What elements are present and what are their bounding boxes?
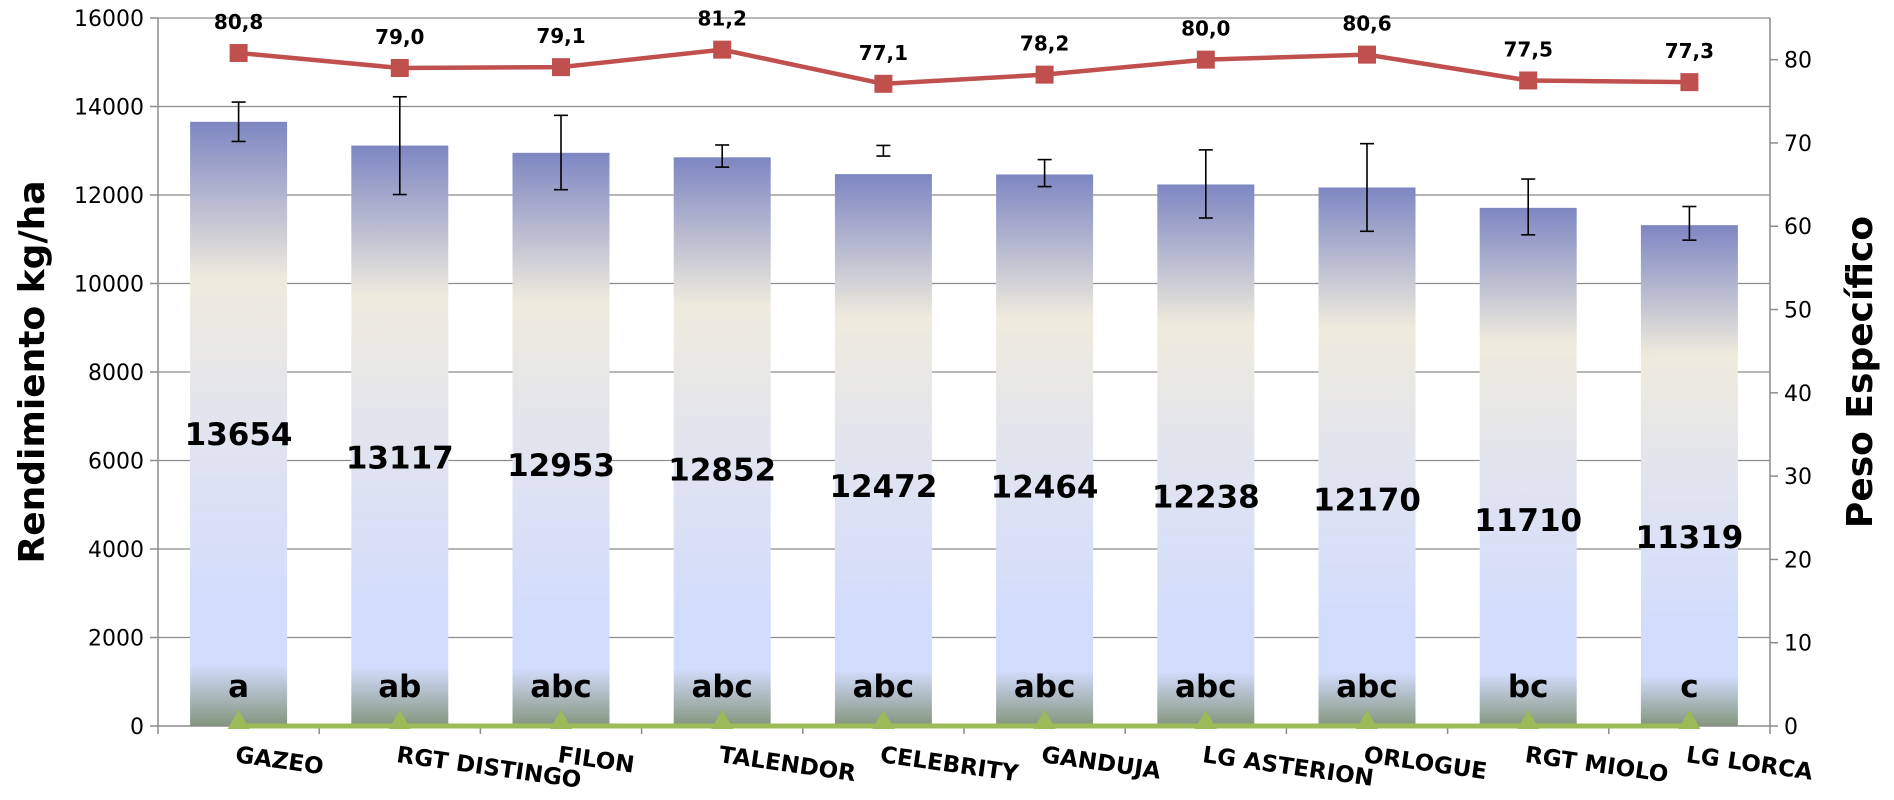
peso-especifico-marker [1196, 50, 1215, 69]
peso-especifico-marker [390, 58, 409, 77]
y-tick-label: 16000 [74, 7, 144, 32]
peso-especifico-marker [1035, 65, 1054, 84]
x-category-label: GANDUJA [1040, 742, 1163, 784]
x-category-label: TALENDOR [717, 742, 857, 787]
bar [834, 174, 932, 726]
y2-tick-label: 30 [1784, 465, 1812, 490]
bar-value-label: 12238 [1152, 479, 1260, 515]
peso-especifico-label: 81,2 [698, 7, 747, 31]
baseline-marker [550, 710, 572, 729]
peso-especifico-label: 77,1 [859, 41, 908, 65]
peso-especifico-marker [1519, 71, 1538, 90]
peso-especifico-marker [229, 43, 248, 62]
x-category-label: GAZEO [234, 742, 325, 780]
y2-tick-label: 40 [1784, 382, 1812, 407]
group-letter-label: a [228, 669, 249, 705]
y2-tick-label: 60 [1784, 215, 1812, 240]
peso-especifico-label: 80,0 [1181, 17, 1230, 41]
y2-tick-label: 50 [1784, 299, 1812, 324]
bar-value-label: 13117 [346, 441, 454, 477]
baseline-marker [1194, 710, 1217, 729]
bar-value-label: 12472 [829, 469, 937, 505]
y2-tick-label: 20 [1784, 548, 1812, 573]
group-letter-label: ab [378, 669, 421, 705]
y-tick-label: 8000 [88, 361, 144, 386]
y-tick-label: 0 [130, 715, 144, 740]
bar [351, 145, 449, 726]
baseline-marker [227, 710, 250, 729]
peso-especifico-label: 79,1 [536, 24, 585, 48]
y2-axis-title: Peso Específico [1840, 216, 1881, 528]
bar [1157, 184, 1255, 726]
bar [512, 152, 610, 727]
bar-value-label: 12464 [991, 469, 1099, 505]
group-letter-label: abc [691, 669, 753, 705]
y2-tick-label: 0 [1784, 715, 1798, 740]
y-tick-label: 12000 [74, 184, 144, 209]
peso-especifico-label: 80,8 [214, 10, 263, 34]
bar [673, 157, 771, 726]
bar-value-label: 13654 [185, 417, 293, 453]
peso-especifico-marker [874, 74, 893, 93]
bars [190, 121, 1738, 727]
group-letter-label: abc [1014, 669, 1076, 705]
peso-especifico-marker [1680, 73, 1699, 92]
peso-especifico-marker [552, 58, 570, 77]
x-category-label: CELEBRITY [879, 742, 1021, 787]
baseline-marker [1678, 710, 1701, 729]
bar-value-label: 12953 [507, 448, 615, 484]
y-tick-label: 2000 [88, 627, 144, 652]
x-category-label: ORLOGUE [1362, 742, 1488, 785]
group-letter-label: abc [853, 669, 915, 705]
x-category-label: RGT DISTINGO [395, 742, 583, 794]
group-letter-label: bc [1508, 669, 1549, 705]
baseline-marker [1033, 710, 1056, 729]
y-axis-title: Rendimiento kg/ha [12, 180, 53, 563]
peso-especifico-label: 77,3 [1665, 39, 1714, 63]
baseline-marker [1517, 710, 1540, 729]
y-tick-label: 14000 [74, 96, 144, 121]
peso-especifico-label: 79,0 [375, 25, 424, 49]
peso-especifico-label: 80,6 [1342, 12, 1391, 36]
bar [190, 121, 288, 727]
peso-especifico-marker [713, 40, 732, 59]
x-category-label: LG ASTERION [1201, 742, 1375, 792]
x-category-label: RGT MIOLO [1523, 742, 1669, 788]
y2-tick-label: 80 [1784, 49, 1812, 74]
bar [1640, 225, 1738, 726]
bar [996, 174, 1094, 726]
y-tick-label: 10000 [74, 273, 144, 298]
bar-value-label: 11319 [1635, 520, 1743, 556]
group-letter-label: abc [530, 669, 592, 705]
peso-especifico-label: 78,2 [1020, 32, 1069, 56]
lines [227, 40, 1701, 729]
bar-value-label: 12170 [1313, 482, 1421, 518]
x-category-label: LG LORCA [1685, 742, 1815, 785]
y-tick-label: 4000 [88, 538, 144, 563]
bar-value-label: 11710 [1474, 503, 1582, 539]
bar [1479, 207, 1577, 726]
group-letter-label: abc [1336, 669, 1398, 705]
group-letter-label: abc [1175, 669, 1237, 705]
baseline-marker [388, 710, 411, 729]
peso-especifico-line [238, 47, 1690, 87]
y2-tick-label: 70 [1784, 132, 1812, 157]
baseline-marker [711, 710, 734, 729]
baseline-marker [872, 710, 895, 729]
bar [1318, 187, 1416, 727]
error-bars [231, 95, 1697, 241]
group-letter-label: c [1680, 669, 1698, 705]
bar-value-label: 12852 [668, 452, 776, 488]
y2-tick-label: 10 [1784, 632, 1812, 657]
peso-especifico-label: 77,5 [1504, 37, 1553, 61]
y-tick-label: 6000 [88, 450, 144, 475]
peso-especifico-marker [1358, 45, 1376, 64]
baseline-marker [1356, 710, 1378, 729]
